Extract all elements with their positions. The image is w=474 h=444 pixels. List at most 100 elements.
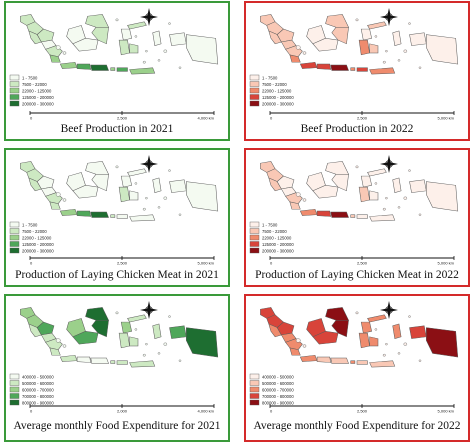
island [55,45,61,50]
province-kalN [85,307,109,321]
province-ntb [356,360,368,365]
legend-swatch [249,81,260,87]
panel-chicken-2021: 1 - 7500 7500 - 22000 22000 - 125000 125000… [4,148,230,287]
province-sulC [120,175,133,188]
legend-swatch [249,87,260,94]
province-sulC [360,28,373,41]
province-sulC [120,321,133,334]
legend-swatch [249,393,260,399]
legend-label: 7500 - 22000 [22,229,47,234]
province-papuaW [409,32,427,46]
island [403,49,408,53]
province-javaW [299,208,318,216]
province-papuaW [169,179,187,193]
island [374,182,378,185]
island [374,328,378,331]
island [168,169,171,172]
panel-beef-2021: 1 - 7500 7500 - 22000 22000 - 125000 125000… [4,1,230,141]
scale-bar-label: 0 [30,261,33,266]
province-javaE [90,211,109,218]
province-bali [110,214,116,218]
province-javaW [299,354,318,362]
scale-bar-label: 5,000 km [438,409,455,414]
province-sumbar [268,30,282,45]
legend-label: 1 - 7500 [262,223,278,228]
province-kalC [72,185,99,199]
island [418,359,422,362]
legend-label: 500000 - 600000 [262,381,294,386]
island [145,50,148,53]
province-sumbar [268,323,282,338]
north-arrow-icon [140,155,158,173]
province-javaE [330,64,349,71]
legend-label: 700000 - 800000 [22,394,54,399]
province-ntt [369,67,396,75]
island [408,315,411,318]
legend-swatch [9,228,20,234]
province-javaC [316,356,332,363]
province-maluku [392,30,402,46]
island [115,311,119,315]
island [382,207,386,211]
scale-bar-label: 2,000 [117,409,128,414]
island [382,353,386,357]
legend-label: 700000 - 800000 [262,394,294,399]
province-ntb [116,67,128,72]
legend-label: 1 - 7500 [262,76,278,81]
province-javaW [59,354,78,362]
scale-bar: 0 2,000 4,000 km [29,404,215,414]
island [168,315,171,318]
province-ntt [129,67,156,75]
island [295,338,301,343]
province-papua [426,181,459,212]
province-sulC [360,175,373,188]
caption-food-2021: Average monthly Food Expenditure for 202… [13,420,221,432]
legend-swatch [9,393,20,399]
province-sumbar [28,177,42,192]
province-ntt [369,214,396,222]
province-lampung [49,54,61,63]
province-sulSE [369,190,379,201]
legend-label: 125000 - 200000 [262,95,294,100]
province-sulS [358,39,370,56]
legend-label: 22000 - 125000 [22,89,52,94]
scale-bar-label: 0 [270,409,273,414]
scale-bar-label: 4,000 km [198,409,215,414]
legend-swatch [9,373,20,380]
island [418,213,422,216]
legend-label: 7500 - 22000 [22,82,47,87]
scale-bar: 0 2,500 5,000 km [269,256,455,266]
legend-label: 22000 - 125000 [22,236,52,241]
caption-chicken-2021: Production of Laying Chicken Meat in 202… [15,269,219,281]
province-sulN [127,21,147,30]
legend-label: 200000 - 300000 [22,249,54,254]
province-sulSE [129,43,139,54]
panel-chicken-2022: 1 - 7500 7500 - 22000 22000 - 125000 125000… [244,148,470,287]
province-sulSE [129,336,139,347]
province-maluku [152,30,162,46]
legend-swatch [249,399,260,406]
north-arrow-icon [140,8,158,26]
legend-label: 500000 - 600000 [22,381,54,386]
province-bali [110,360,116,364]
legend-label: 200000 - 300000 [262,102,294,107]
province-papua [426,34,459,65]
island [385,50,388,53]
province-javaW [59,208,78,216]
island [355,18,359,22]
caption-food-2022: Average monthly Food Expenditure for 202… [253,420,461,432]
province-sulN [367,21,387,30]
legend-swatch [9,94,20,100]
scale-bar: 0 2,500 5,000 km [269,111,455,121]
island [62,198,67,202]
province-javaE [90,357,109,364]
province-sumbar [28,30,42,45]
scale-bar-label: 5,000 km [438,116,455,121]
province-sulS [358,332,370,349]
legend-label: 200000 - 300000 [262,249,294,254]
island [397,206,401,209]
